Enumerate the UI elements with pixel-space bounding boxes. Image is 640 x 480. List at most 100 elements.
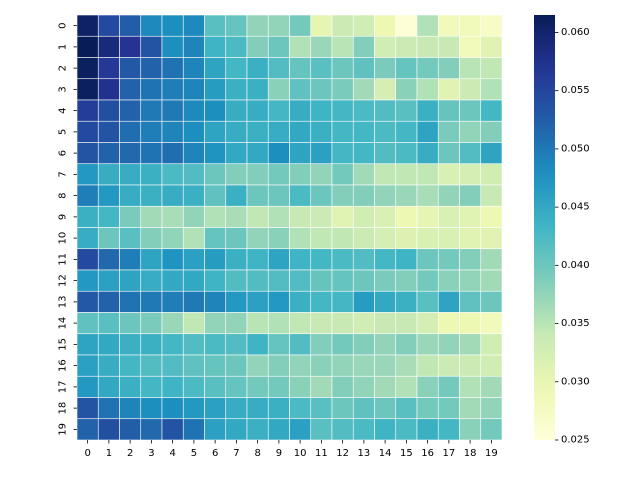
- heatmap-cell: [374, 418, 397, 441]
- heatmap-cell: [352, 57, 375, 80]
- heatmap-cell: [225, 248, 248, 271]
- heatmap-cell: [97, 375, 120, 398]
- heatmap-cell: [289, 35, 312, 58]
- heatmap-cell: [161, 205, 184, 228]
- heatmap-cell: [140, 78, 163, 101]
- heatmap-cell: [331, 290, 354, 313]
- heatmap-cell: [310, 290, 333, 313]
- y-tick-label: 4: [58, 107, 69, 113]
- heatmap-cell: [331, 205, 354, 228]
- heatmap-cell: [310, 397, 333, 420]
- heatmap-cell: [331, 99, 354, 122]
- heatmap-cell: [97, 397, 120, 420]
- heatmap-cell: [352, 354, 375, 377]
- heatmap-cell: [459, 418, 482, 441]
- heatmap-cell: [374, 163, 397, 186]
- heatmap-cell: [352, 35, 375, 58]
- heatmap-cell: [310, 269, 333, 292]
- heatmap-cell: [267, 418, 290, 441]
- heatmap-cell: [140, 163, 163, 186]
- heatmap-cell: [459, 375, 482, 398]
- heatmap-cell: [352, 227, 375, 250]
- heatmap-cell: [225, 269, 248, 292]
- heatmap-cell: [246, 99, 269, 122]
- heatmap-cell: [459, 397, 482, 420]
- heatmap-cell: [395, 99, 418, 122]
- heatmap-cell: [246, 418, 269, 441]
- heatmap-cell: [416, 227, 439, 250]
- heatmap-cell: [97, 205, 120, 228]
- heatmap-cell: [310, 99, 333, 122]
- heatmap-cell: [374, 142, 397, 165]
- x-tick-label: 18: [464, 448, 477, 459]
- heatmap-cell: [182, 163, 205, 186]
- heatmap-cell: [182, 78, 205, 101]
- colorbar-tick-label: 0.030: [561, 376, 590, 387]
- x-tick-label: 2: [127, 448, 133, 459]
- heatmap-cell: [395, 163, 418, 186]
- heatmap-cell: [374, 312, 397, 335]
- heatmap-cell: [76, 227, 99, 250]
- heatmap-cell: [480, 269, 503, 292]
- heatmap-cell: [246, 290, 269, 313]
- heatmap-cell: [204, 248, 227, 271]
- heatmap-cell: [97, 120, 120, 143]
- heatmap-cell: [246, 120, 269, 143]
- heatmap-cell: [331, 375, 354, 398]
- heatmap-cell: [182, 120, 205, 143]
- x-tick-label: 4: [169, 448, 175, 459]
- heatmap-cell: [161, 14, 184, 37]
- heatmap-cell: [289, 184, 312, 207]
- heatmap-cell: [437, 205, 460, 228]
- heatmap-cell: [225, 354, 248, 377]
- heatmap-cell: [459, 227, 482, 250]
- heatmap-cell: [331, 14, 354, 37]
- heatmap-cell: [204, 142, 227, 165]
- x-tick-label: 13: [358, 448, 371, 459]
- heatmap-cell: [182, 227, 205, 250]
- heatmap-cell: [352, 184, 375, 207]
- heatmap-cell: [395, 184, 418, 207]
- heatmap-cell: [182, 99, 205, 122]
- heatmap-cell: [395, 269, 418, 292]
- x-tick-label: 9: [276, 448, 282, 459]
- heatmap-cell: [119, 418, 142, 441]
- heatmap-cell: [310, 57, 333, 80]
- heatmap-cell: [182, 354, 205, 377]
- heatmap-cell: [246, 163, 269, 186]
- heatmap-cell: [119, 397, 142, 420]
- heatmap-cell: [289, 312, 312, 335]
- heatmap-cell: [267, 78, 290, 101]
- heatmap-cell: [97, 227, 120, 250]
- heatmap-cell: [352, 375, 375, 398]
- heatmap-cell: [374, 78, 397, 101]
- heatmap-cell: [331, 78, 354, 101]
- heatmap-cell: [246, 269, 269, 292]
- heatmap-cell: [459, 312, 482, 335]
- heatmap-cell: [416, 120, 439, 143]
- heatmap-cell: [246, 375, 269, 398]
- heatmap-cell: [225, 14, 248, 37]
- heatmap-cell: [267, 248, 290, 271]
- heatmap-cell: [289, 418, 312, 441]
- heatmap-cell: [140, 248, 163, 271]
- heatmap-cell: [331, 248, 354, 271]
- heatmap-cell: [437, 227, 460, 250]
- heatmap-cell: [119, 14, 142, 37]
- heatmap-cell: [97, 333, 120, 356]
- heatmap-cell: [289, 120, 312, 143]
- heatmap-cell: [204, 120, 227, 143]
- heatmap-cell: [331, 227, 354, 250]
- heatmap-cell: [459, 205, 482, 228]
- heatmap-cell: [480, 248, 503, 271]
- heatmap-cell: [331, 333, 354, 356]
- heatmap-cell: [459, 248, 482, 271]
- heatmap-cell: [204, 14, 227, 37]
- heatmap-cell: [437, 78, 460, 101]
- heatmap-cell: [267, 57, 290, 80]
- heatmap-cell: [459, 163, 482, 186]
- heatmap-cell: [437, 248, 460, 271]
- heatmap-cell: [119, 163, 142, 186]
- heatmap-cell: [76, 205, 99, 228]
- y-tick-label: 14: [58, 317, 69, 330]
